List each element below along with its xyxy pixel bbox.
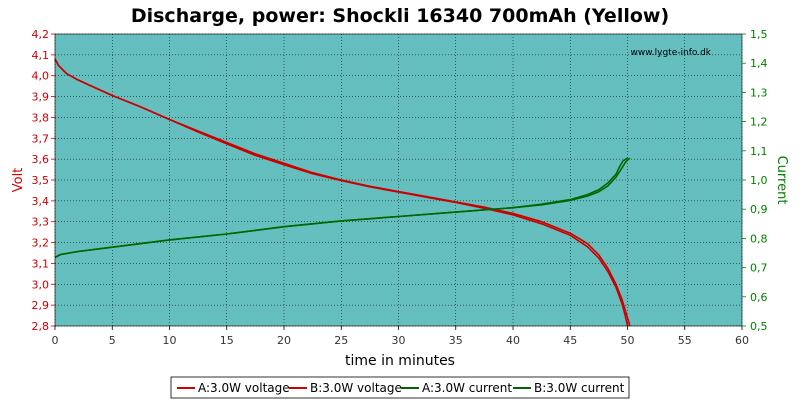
x-tick-label: 0: [52, 334, 59, 347]
x-tick-label: 25: [334, 334, 348, 347]
y-right-tick-label: 0,9: [750, 203, 768, 216]
x-tick-label: 30: [392, 334, 406, 347]
x-axis-title: time in minutes: [345, 353, 455, 369]
x-tick-label: 5: [109, 334, 116, 347]
series-b-voltage-line: [54, 58, 629, 327]
y-left-tick-label: 3,3: [32, 216, 50, 229]
y-right-tick-label: 0,5: [750, 320, 768, 333]
x-tick-label: 35: [449, 334, 463, 347]
x-tick-label: 40: [506, 334, 520, 347]
legend-label: A:3.0W voltage: [198, 381, 290, 395]
y-right-tick-label: 1,5: [750, 28, 768, 41]
legend-label: B:3.0W current: [534, 381, 625, 395]
y-left-tick-label: 4,2: [32, 28, 50, 41]
y-right-tick-label: 0,6: [750, 291, 768, 304]
watermark: www.lygte-info.dk: [631, 48, 712, 58]
plot-area: [55, 34, 742, 326]
legend-item-a-voltage: A:3.0W voltage: [177, 381, 290, 395]
legend-label: B:3.0W voltage: [310, 381, 402, 395]
y-left-tick-label: 3,1: [32, 257, 50, 270]
series-layer: [54, 58, 631, 327]
legend-label: A:3.0W current: [422, 381, 512, 395]
y-right-tick-label: 1,2: [750, 116, 768, 129]
y-left-tick-label: 3,0: [32, 278, 50, 291]
x-axis: 0 5 10 15 20 25 30 35 40 45 50 55 60: [52, 326, 749, 347]
y-left-tick-label: 3,7: [32, 132, 50, 145]
y-left-tick-label: 3,4: [32, 195, 50, 208]
x-tick-label: 60: [735, 334, 749, 347]
legend-item-b-current: B:3.0W current: [513, 381, 625, 395]
x-tick-label: 15: [220, 334, 234, 347]
y-left-tick-label: 3,8: [32, 111, 50, 124]
y-right-tick-label: 1,0: [750, 174, 768, 187]
y-axis-left-title: Volt: [11, 168, 26, 193]
y-left-tick-label: 2,9: [32, 299, 50, 312]
y-axis-right-title: Current: [774, 156, 789, 205]
x-tick-label: 55: [678, 334, 692, 347]
y-left-tick-label: 3,9: [32, 91, 50, 104]
y-left-tick-label: 3,2: [32, 237, 50, 250]
y-left-tick-label: 3,5: [32, 174, 50, 187]
legend-item-a-current: A:3.0W current: [401, 381, 512, 395]
y-left-tick-label: 3,6: [32, 153, 50, 166]
y-right-tick-label: 0,8: [750, 232, 768, 245]
y-axis-right: 0,5 0,6 0,7 0,8 0,9 1,0 1,1 1,2 1,3 1,4 1,5: [742, 28, 768, 333]
x-tick-label: 10: [163, 334, 177, 347]
y-right-tick-label: 1,3: [750, 86, 768, 99]
y-left-tick-label: 4,1: [32, 49, 50, 62]
y-left-tick-label: 4,0: [32, 70, 50, 83]
y-axis-left: 2,8 2,9 3,0 3,1 3,2 3,3 3,4 3,5 3,6 3,7 3,8 3,9 4,0 4…: [32, 28, 55, 333]
y-left-tick-label: 2,8: [32, 320, 50, 333]
legend: A:3.0W voltage B:3.0W voltage A:3.0W cur…: [170, 376, 630, 399]
x-tick-label: 20: [277, 334, 291, 347]
legend-item-b-voltage: B:3.0W voltage: [289, 381, 402, 395]
x-tick-label: 45: [563, 334, 577, 347]
series-b-current-line: [54, 157, 628, 259]
y-right-tick-label: 1,1: [750, 145, 768, 158]
chart-title: Discharge, power: Shockli 16340 700mAh (…: [131, 5, 669, 27]
y-right-tick-label: 1,4: [750, 57, 768, 70]
x-tick-label: 50: [621, 334, 635, 347]
y-right-tick-label: 0,7: [750, 262, 768, 275]
legend-box: [170, 376, 630, 399]
